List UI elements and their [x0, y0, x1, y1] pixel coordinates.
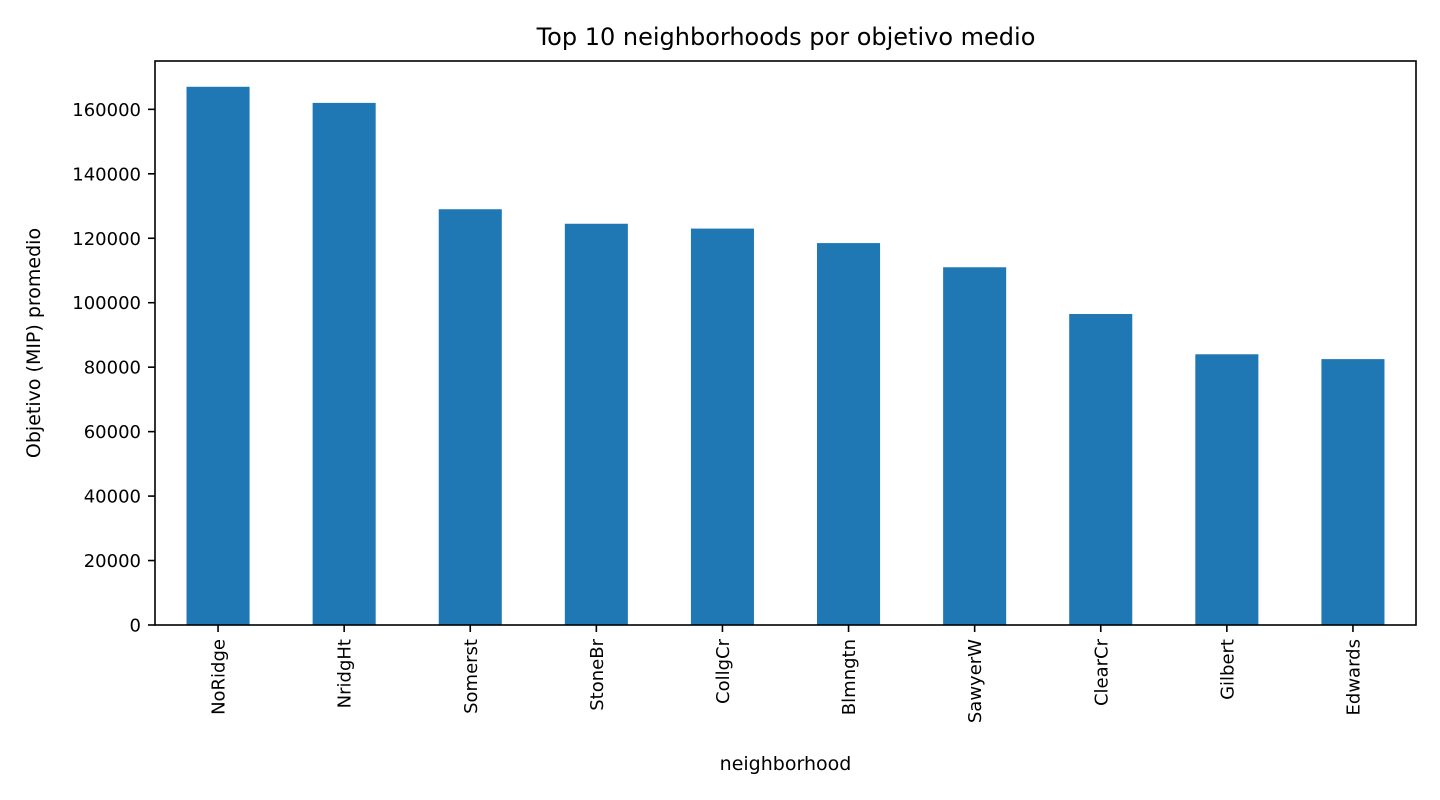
bar-gilbert [1195, 354, 1259, 625]
y-tick-label: 60000 [84, 422, 141, 443]
bar-noridge [186, 86, 250, 625]
bar-edwards [1321, 359, 1385, 625]
x-axis-label: neighborhood [720, 753, 852, 775]
y-tick-label: 120000 [72, 229, 141, 250]
x-axis-ticks: NoRidge NridgHt Somerst StoneBr CollgCr Blmng… [209, 625, 1364, 723]
plot-frame [154, 60, 1417, 626]
x-tick-label: CollgCr [713, 638, 734, 704]
y-tick-label: 100000 [72, 293, 141, 314]
bar-stonebr [564, 223, 628, 625]
chart-title: Top 10 neighborhoods por objetivo medio [536, 23, 1036, 51]
y-tick-label: 0 [130, 616, 141, 637]
x-tick-label: NridgHt [335, 639, 356, 708]
bar-somerst [438, 209, 502, 625]
y-axis-label: Objetivo (MIP) promedio [23, 228, 45, 458]
bar-sawyerw [943, 267, 1007, 625]
x-tick-label: Edwards [1343, 639, 1364, 715]
bar-clearcr [1069, 313, 1133, 625]
x-tick-label: Gilbert [1217, 639, 1238, 700]
bar-collgcr [690, 228, 754, 625]
x-tick-label: Blmngtn [839, 639, 860, 715]
y-tick-label: 140000 [72, 164, 141, 185]
y-tick-label: 20000 [84, 551, 141, 572]
x-tick-label: Somerst [461, 639, 482, 714]
bar-nridght [312, 102, 376, 625]
x-tick-label: StoneBr [587, 638, 608, 710]
x-tick-label: ClearCr [1091, 638, 1112, 706]
y-axis-ticks: 0 20000 40000 60000 80000 100000 120000 140000 1… [72, 100, 155, 637]
y-tick-label: 80000 [84, 358, 141, 379]
bar-blmngtn [817, 243, 881, 625]
y-tick-label: 40000 [84, 487, 141, 508]
x-tick-label: SawyerW [965, 639, 986, 723]
bars-group [186, 86, 1385, 625]
x-tick-label: NoRidge [209, 639, 230, 715]
y-tick-label: 160000 [72, 100, 141, 121]
